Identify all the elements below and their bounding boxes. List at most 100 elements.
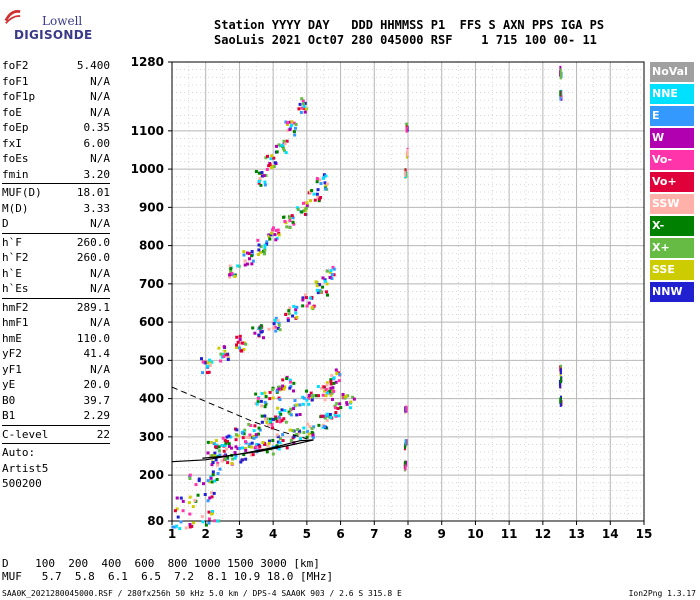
echo-trace xyxy=(206,375,330,457)
echo-point xyxy=(248,442,252,446)
echo-point xyxy=(209,491,213,495)
echo-point xyxy=(278,420,282,424)
echo-point xyxy=(404,439,407,446)
echo-point xyxy=(278,385,282,389)
echo-point xyxy=(325,381,329,385)
param-row: h`E N/A xyxy=(2,266,110,282)
echo-point xyxy=(263,442,267,446)
param-row: foF1 N/A xyxy=(2,74,110,90)
echo-point xyxy=(315,192,319,196)
echo-point xyxy=(260,392,264,396)
echo-point xyxy=(294,308,298,312)
echo-point xyxy=(305,204,309,208)
y-tick-label: 800 xyxy=(139,239,164,253)
echo-point xyxy=(277,143,281,147)
param-name: foEp xyxy=(2,121,29,134)
echo-point xyxy=(210,512,214,516)
x-tick-label: 2 xyxy=(202,527,210,541)
param-name: C-level xyxy=(2,427,49,441)
legend-item: NNW xyxy=(650,282,694,302)
echo-point xyxy=(214,443,218,447)
distance-row: D 100 200 400 600 800 1000 1500 3000 [km… xyxy=(2,557,320,570)
scaled-parameters-panel: foF2 5.400 foF1 N/A foF1p N/A foE N/A foEp 0.35 fx… xyxy=(2,58,110,492)
echo-trace xyxy=(254,97,309,187)
echo-point xyxy=(292,121,296,125)
echo-point xyxy=(315,288,319,292)
param-row: B1 2.29 xyxy=(2,408,110,424)
echo-point xyxy=(263,183,267,187)
echo-point xyxy=(239,460,243,464)
echo-point xyxy=(233,451,237,455)
echo-point xyxy=(242,250,246,254)
echo-point xyxy=(324,187,328,191)
echo-point xyxy=(206,364,210,368)
echo-point xyxy=(277,323,281,327)
echo-trace xyxy=(228,173,329,279)
echo-point xyxy=(268,390,272,394)
param-value: N/A xyxy=(90,316,110,329)
param-value: 110.0 xyxy=(76,331,110,345)
echo-point xyxy=(285,225,289,229)
echo-point xyxy=(307,393,311,397)
echo-point xyxy=(254,445,258,449)
echo-point xyxy=(323,389,327,393)
echo-point xyxy=(257,253,261,257)
echo-point xyxy=(330,391,334,395)
echo-point xyxy=(289,384,293,388)
echo-point xyxy=(288,128,292,132)
echo-point xyxy=(344,394,348,398)
echo-point xyxy=(226,455,230,459)
echo-point xyxy=(210,360,214,364)
echo-point xyxy=(209,476,213,480)
echo-point xyxy=(295,315,299,319)
echo-point xyxy=(559,72,562,79)
param-row: yF2 41.4 xyxy=(2,346,110,362)
echo-point xyxy=(406,150,409,157)
param-value: 2.29 xyxy=(83,409,111,422)
echo-point xyxy=(348,406,352,410)
legend-item: W xyxy=(650,128,694,148)
echo-point xyxy=(264,417,268,421)
echo-point xyxy=(269,157,273,161)
param-name: foE xyxy=(2,105,22,119)
param-row: yE 20.0 xyxy=(2,377,110,393)
echo-point xyxy=(304,107,308,111)
echo-point xyxy=(286,129,290,133)
software-version: Ion2Png 1.3.17 xyxy=(628,589,696,598)
echo-point xyxy=(288,386,292,390)
echo-point xyxy=(228,264,232,268)
echo-point xyxy=(228,275,232,279)
echo-point xyxy=(267,234,271,238)
echo-point xyxy=(219,359,223,363)
echo-point xyxy=(278,437,282,441)
echo-point xyxy=(284,420,288,424)
echo-point xyxy=(188,525,192,529)
echo-point xyxy=(285,377,289,381)
echo-point xyxy=(285,122,289,126)
param-value: 41.4 xyxy=(83,347,111,360)
echo-point xyxy=(262,252,266,256)
param-value: N/A xyxy=(90,105,110,119)
param-row: yF1 N/A xyxy=(2,362,110,378)
echo-point xyxy=(292,407,296,411)
echo-point xyxy=(188,495,192,499)
echo-point xyxy=(559,397,562,404)
echo-point xyxy=(295,206,299,210)
echo-point xyxy=(315,284,319,288)
echo-point xyxy=(181,499,185,503)
param-row: hmE 110.0 xyxy=(2,331,110,347)
echo-point xyxy=(227,442,231,446)
echo-point xyxy=(287,312,291,316)
echo-point xyxy=(235,335,239,339)
echo-point xyxy=(236,264,240,268)
echo-point xyxy=(240,431,244,435)
echo-point xyxy=(264,173,268,177)
echo-point xyxy=(277,233,281,237)
echo-point xyxy=(224,353,228,357)
param-row: foF2 5.400 xyxy=(2,58,110,74)
echo-point xyxy=(287,309,291,313)
echo-point xyxy=(238,334,242,338)
echo-point xyxy=(327,387,331,391)
echo-point xyxy=(334,411,338,415)
echo-point xyxy=(321,276,325,280)
